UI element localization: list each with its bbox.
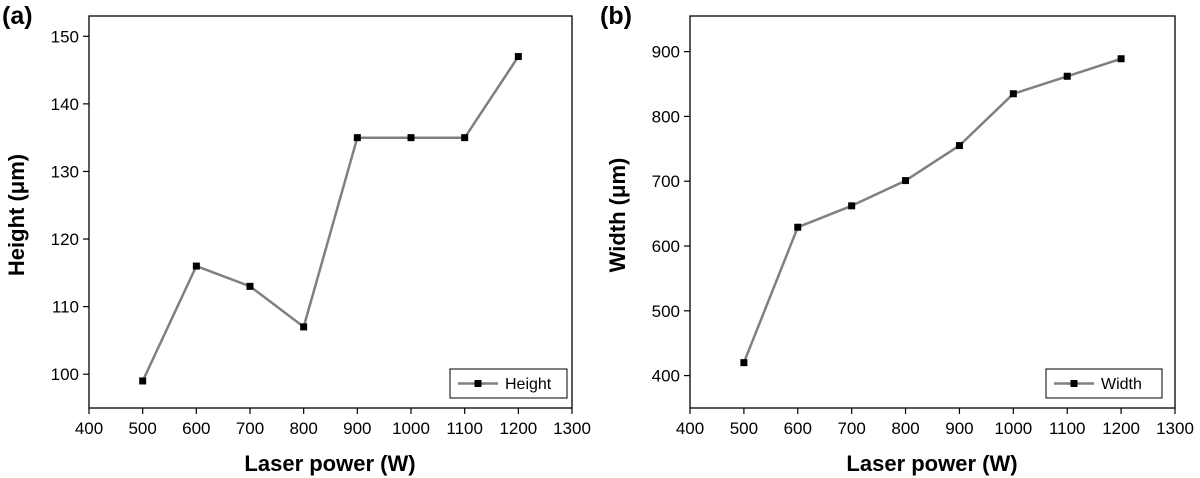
data-point-marker: [300, 323, 308, 331]
y-tick-label: 120: [51, 230, 79, 249]
axis-ticks: 400 500 600 700 800 900 1000 1100 1200 1300 400 500…: [652, 43, 1194, 438]
x-tick-label: 1300: [1156, 419, 1194, 438]
x-tick-label: 900: [945, 419, 973, 438]
legend: Width: [1045, 368, 1163, 399]
legend-marker: [1070, 380, 1078, 387]
y-tick-label: 100: [51, 365, 79, 384]
data-point-marker: [139, 377, 147, 385]
x-tick-label: 600: [784, 419, 812, 438]
legend-marker: [474, 380, 482, 387]
chart-panel-a: (a) Height (μm) Laser power (W) 400 500 60…: [2, 2, 591, 476]
y-axis-title: Height (μm): [4, 154, 29, 276]
x-tick-label: 400: [75, 419, 103, 438]
series-layer: [139, 53, 522, 385]
legend: Height: [449, 368, 568, 399]
x-tick-label: 1000: [994, 419, 1032, 438]
x-tick-label: 500: [730, 419, 758, 438]
data-point-marker: [794, 223, 802, 231]
data-point-marker: [407, 134, 415, 142]
y-tick-label: 900: [652, 43, 680, 62]
data-point-marker: [1063, 72, 1071, 80]
y-tick-label: 140: [51, 95, 79, 114]
x-tick-label: 1100: [446, 419, 483, 438]
x-tick-label: 700: [236, 419, 264, 438]
plot-frame: [88, 15, 573, 409]
legend-label: Height: [505, 376, 552, 393]
series-layer: [740, 55, 1125, 367]
data-point-marker: [246, 282, 254, 290]
x-axis-title: Laser power (W): [846, 451, 1017, 476]
x-tick-label: 1300: [553, 419, 591, 438]
x-tick-label: 900: [343, 419, 371, 438]
x-tick-label: 1200: [1102, 419, 1140, 438]
data-point-marker: [514, 53, 522, 61]
data-point-marker: [353, 134, 361, 142]
x-axis-title: Laser power (W): [244, 451, 415, 476]
series-line: [742, 57, 1122, 364]
data-point-marker: [955, 142, 963, 150]
x-tick-label: 600: [182, 419, 210, 438]
series-line: [141, 55, 520, 382]
x-tick-label: 1200: [499, 419, 537, 438]
x-tick-label: 500: [128, 419, 156, 438]
x-tick-label: 800: [891, 419, 919, 438]
panel-label: (a): [2, 2, 33, 30]
plot-frame: [689, 15, 1176, 409]
y-tick-label: 600: [652, 237, 680, 256]
data-point-marker: [848, 202, 856, 210]
data-point-marker: [1009, 90, 1017, 98]
y-axis-title: Width (μm): [605, 158, 630, 273]
x-tick-label: 400: [676, 419, 704, 438]
data-point-marker: [192, 262, 200, 270]
x-tick-label: 700: [837, 419, 865, 438]
y-tick-label: 800: [652, 107, 680, 126]
y-tick-label: 500: [652, 302, 680, 321]
data-point-marker: [740, 359, 748, 367]
panel-label: (b): [600, 2, 632, 30]
legend-label: Width: [1101, 376, 1142, 393]
data-point-marker: [1117, 55, 1125, 63]
y-tick-label: 110: [52, 298, 79, 317]
y-tick-label: 130: [51, 162, 79, 181]
y-tick-label: 400: [652, 367, 680, 386]
x-tick-label: 1000: [392, 419, 430, 438]
y-tick-label: 150: [51, 27, 79, 46]
y-tick-label: 700: [652, 172, 680, 191]
x-tick-label: 800: [289, 419, 317, 438]
chart-panel-b: (b) Width (μm) Laser power (W) 400 500 600…: [600, 2, 1194, 476]
axis-ticks: 400 500 600 700 800 900 1000 1100 1200 1300 100 110…: [51, 27, 591, 438]
data-point-marker: [461, 134, 469, 142]
x-tick-label: 1100: [1049, 419, 1086, 438]
data-point-marker: [902, 177, 910, 185]
